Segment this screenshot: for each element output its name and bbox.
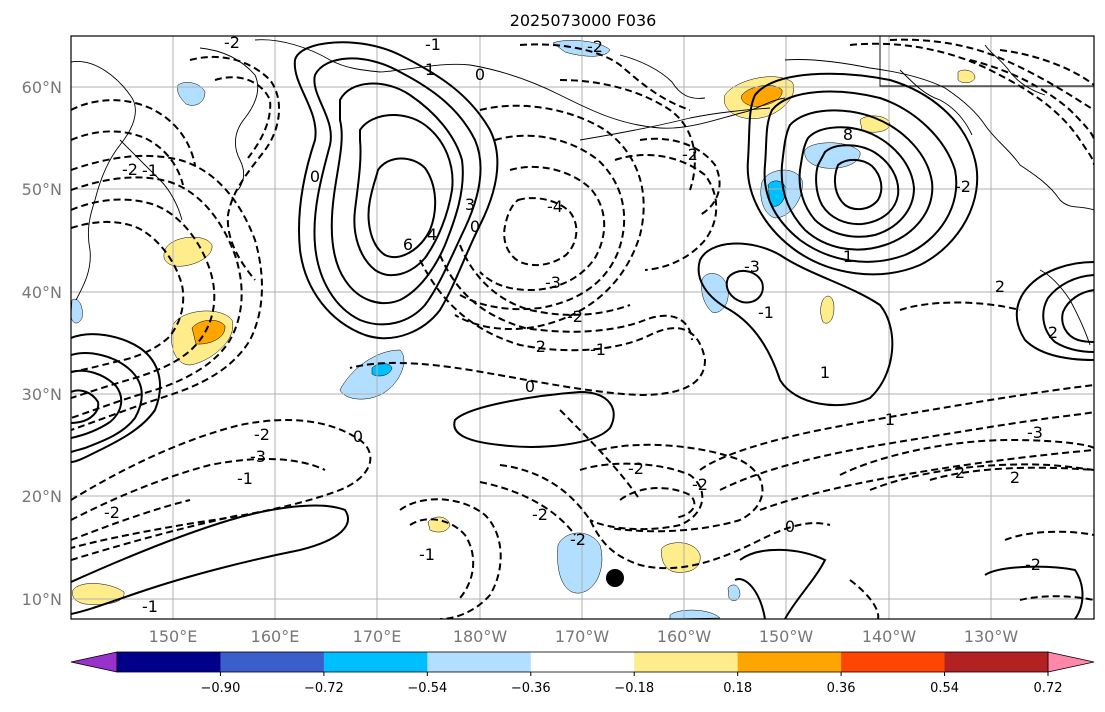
latitude-axis: 60°N 50°N 40°N 30°N 20°N 10°N [22, 78, 62, 609]
contour-label: 2 [1048, 323, 1058, 342]
lat-label-50n: 50°N [22, 180, 62, 199]
contour-label: -2 [567, 307, 583, 326]
contour-label: 0 [475, 65, 485, 84]
contour-label: -1 [237, 469, 253, 488]
lat-label-10n: 10°N [22, 590, 62, 609]
colorbar-tick-label: 0.72 [1034, 681, 1063, 696]
colorbar-segment [841, 652, 946, 672]
colorbar-tick-label: −0.18 [614, 681, 654, 696]
contour-label: 0 [310, 167, 320, 186]
colorbar-extend-min [70, 651, 118, 673]
colorbar-segment [323, 652, 428, 672]
colorbar-tick-label: 0.18 [723, 681, 752, 696]
contour-label: -1 [590, 340, 606, 359]
contour-label: -3 [744, 257, 760, 276]
contour-label: 2 [955, 463, 965, 482]
shaded-anomaly-patches [71, 40, 976, 619]
colorbar-segment [427, 652, 532, 672]
lat-label-20n: 20°N [22, 487, 62, 506]
colorbar-segment [530, 652, 635, 672]
contour-label: 1 [820, 363, 830, 382]
contour-label: 1 [425, 60, 435, 79]
lat-label-40n: 40°N [22, 283, 62, 302]
lon-label-130w: 130°W [964, 627, 1019, 646]
colorbar-segment [634, 652, 739, 672]
contour-label: -2 [532, 505, 548, 524]
colorbar-tick-label: −0.36 [511, 681, 551, 696]
contour-label: 0 [470, 217, 480, 236]
contour-label: -2 [692, 475, 708, 494]
colorbar-tick-label: −0.54 [407, 681, 447, 696]
colorbar-extend-max [1047, 651, 1095, 673]
longitude-axis: 150°E 160°E 170°E 180°W 170°W 160°W 150°… [149, 627, 1019, 646]
contour-label: -3 [250, 447, 266, 466]
colorbar-segment [220, 652, 325, 672]
colorbar: −0.90 −0.72 −0.54 −0.36 −0.18 0.18 0.36 0.54 0.7… [70, 651, 1095, 696]
lat-label-60n: 60°N [22, 78, 62, 97]
contour-label: -2 [682, 145, 698, 164]
contour-label: -2 [955, 177, 971, 196]
lon-label-170e: 170°E [353, 627, 402, 646]
contour-label: -1 [425, 35, 441, 54]
contour-label: -1 [142, 597, 158, 616]
lon-label-150e: 150°E [149, 627, 198, 646]
colorbar-frame [116, 651, 1049, 673]
graticule-grid [71, 36, 1094, 619]
contours-negative [71, 38, 1094, 619]
contour-label: -2 [570, 530, 586, 549]
colorbar-tick-label: 0.36 [827, 681, 856, 696]
colorbar-tick-label: −0.72 [304, 681, 344, 696]
contour-label: -2 [122, 160, 138, 179]
contour-label: -3 [545, 273, 561, 292]
colorbar-segment [117, 652, 221, 672]
contour-label: -2 [104, 503, 120, 522]
contour-label: 0 [353, 427, 363, 446]
contour-label: 1 [885, 410, 895, 429]
contour-label: 2 [1010, 468, 1020, 487]
map-frame [70, 35, 1095, 620]
contour-label: -2 [587, 37, 603, 56]
contour-label: -1 [419, 545, 435, 564]
contour-label: 4 [427, 225, 437, 244]
map-title: 2025073000 F036 [510, 11, 657, 30]
contour-label: 8 [843, 125, 853, 144]
contour-label: -2 [1025, 555, 1041, 574]
contour-label: -2 [224, 33, 240, 52]
lon-label-180w: 180°W [453, 627, 508, 646]
lon-label-140w: 140°W [862, 627, 917, 646]
colorbar-segment [944, 652, 1049, 672]
contour-label: 3 [465, 195, 475, 214]
contour-label: 1 [843, 247, 853, 266]
contour-label: 0 [785, 517, 795, 536]
map-area: -2 -10-218-2-4-3-2-1-2-10-2-3-1-20-2-2-1-… [70, 33, 1095, 620]
contour-label: 2 [995, 277, 1005, 296]
contours-positive [71, 41, 1094, 619]
contour-label: -2 [628, 459, 644, 478]
contour-label: 0 [525, 377, 535, 396]
contour-label: -2 [530, 337, 546, 356]
coastlines [71, 36, 1094, 346]
lon-label-160w: 160°W [657, 627, 712, 646]
colorbar-tick-label: −0.90 [201, 681, 241, 696]
contour-label: -3 [1027, 423, 1043, 442]
colorbar-segment [737, 652, 842, 672]
location-marker [606, 569, 624, 587]
contour-label: -1 [758, 303, 774, 322]
lon-label-160e: 160°E [251, 627, 300, 646]
contour-label: -4 [547, 197, 563, 216]
colorbar-tick-label: 0.54 [930, 681, 959, 696]
contour-label: -1 [142, 161, 158, 180]
contour-label: 6 [403, 235, 413, 254]
contour-label: -2 [254, 425, 270, 444]
lat-label-30n: 30°N [22, 385, 62, 404]
contour-labels: -2 -10-218-2-4-3-2-1-2-10-2-3-1-20-2-2-1-… [104, 33, 1058, 616]
lon-label-170w: 170°W [555, 627, 610, 646]
lon-label-150w: 150°W [759, 627, 814, 646]
